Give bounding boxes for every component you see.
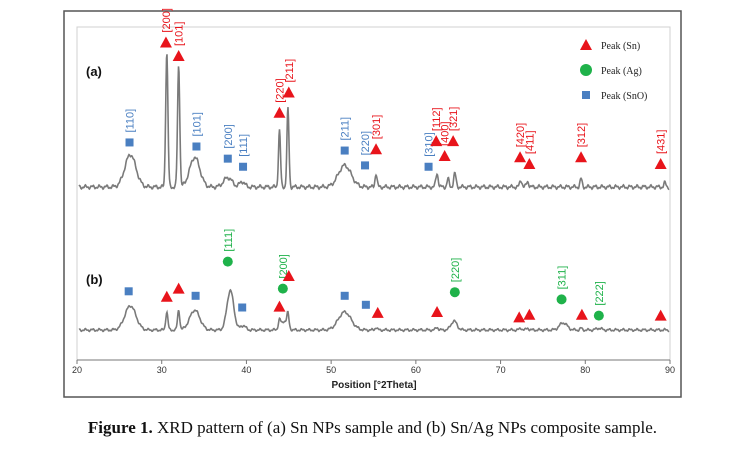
x-tick-label: 60 — [411, 365, 421, 375]
peak-marker-sno — [424, 162, 433, 171]
x-tick-label: 50 — [326, 365, 336, 375]
peak-marker-sn — [438, 149, 451, 161]
miller-index-label: [420] — [515, 123, 527, 147]
x-tick-label: 80 — [580, 365, 590, 375]
miller-index-label: [200] — [161, 8, 173, 32]
peak-marker-sn — [282, 86, 295, 98]
peak-marker-sno — [238, 303, 247, 312]
miller-index-label: [411] — [524, 130, 536, 154]
miller-index-label: [101] — [191, 112, 203, 136]
legend-marker-circle — [580, 64, 592, 76]
miller-index-label: [321] — [448, 107, 460, 131]
peak-marker-sn — [514, 151, 527, 163]
peak-marker-sn — [160, 290, 173, 302]
peak-marker-sn — [523, 158, 536, 170]
peak-marker-sn — [523, 308, 536, 320]
caption-text: XRD pattern of (a) Sn NPs sample and (b)… — [157, 418, 658, 437]
peak-marker-sn — [575, 151, 588, 163]
miller-index-label: [220] — [450, 258, 462, 282]
peak-marker-sno — [124, 287, 133, 296]
x-tick-label: 20 — [72, 365, 82, 375]
miller-index-label: [312] — [576, 123, 588, 147]
peak-marker-ag — [449, 287, 460, 298]
peak-marker-sn — [575, 308, 588, 320]
peak-marker-sn — [654, 309, 667, 321]
x-tick-label: 70 — [496, 365, 506, 375]
miller-index-label: [311] — [557, 266, 569, 290]
miller-index-label: [111] — [223, 229, 235, 252]
peak-marker-sno — [125, 138, 134, 147]
legend: Peak (Sn) Peak (Ag) Peak (SnO) — [580, 39, 647, 102]
legend-label: Peak (Ag) — [601, 66, 642, 77]
miller-index-label: [400] — [440, 121, 452, 145]
plot-area — [76, 26, 671, 361]
miller-index-label: [112] — [431, 107, 443, 131]
legend-label: Peak (Sn) — [601, 41, 640, 52]
peak-marker-sn — [282, 270, 295, 281]
miller-index-label: [220] — [360, 131, 372, 155]
peak-marker-ag — [593, 310, 604, 321]
peak-marker-sn — [513, 311, 526, 323]
x-tick-label: 30 — [157, 365, 167, 375]
legend-label: Peak (SnO) — [601, 91, 647, 102]
peak-marker-sn — [430, 135, 443, 147]
peak-marker-sno — [340, 146, 349, 155]
legend-marker-triangle — [580, 39, 592, 50]
miller-index-label: [101] — [174, 22, 186, 46]
peak-marker-sn — [172, 282, 185, 294]
peak-marker-sno — [191, 291, 200, 300]
panel-label-b: (b) — [86, 272, 103, 287]
peak-marker-ag — [277, 283, 288, 294]
x-tick-label: 40 — [241, 365, 251, 375]
peak-marker-sno — [361, 300, 370, 309]
miller-index-label: [200] — [278, 254, 290, 278]
caption-label: Figure 1. — [87, 418, 153, 437]
peak-marker-sn — [273, 300, 286, 312]
panel-label-a: (a) — [86, 64, 102, 79]
legend-marker-square — [582, 91, 590, 99]
miller-index-label: [222] — [594, 281, 606, 305]
peak-marker-sn — [159, 36, 172, 48]
peak-marker-sn — [431, 306, 444, 317]
miller-index-label: [200] — [223, 124, 235, 148]
peak-marker-sno — [361, 161, 370, 170]
miller-index-label: [431] — [656, 130, 668, 154]
figure-caption: Figure 1. XRD pattern of (a) Sn NPs samp… — [0, 418, 745, 438]
miller-index-label: [310] — [424, 132, 436, 156]
miller-index-label: [211] — [284, 59, 296, 83]
peak-marker-sn — [172, 50, 185, 62]
peak-marker-sno — [239, 162, 248, 171]
peak-marker-sn — [273, 106, 286, 118]
peak-marker-sn — [370, 143, 383, 155]
peak-marker-ag — [556, 294, 567, 305]
trace-b — [78, 288, 670, 333]
trace-a — [78, 54, 670, 191]
x-axis: 20 30 40 50 60 70 80 90 — [72, 359, 675, 375]
x-axis-label: Position [°2Theta] — [331, 380, 416, 391]
peak-marker-sno — [223, 154, 232, 163]
peak-marker-ag — [222, 256, 233, 267]
peak-marker-sn — [447, 135, 460, 147]
traces-layer — [78, 54, 670, 333]
miller-index-label: [211] — [340, 117, 352, 141]
x-tick-label: 90 — [665, 365, 675, 375]
peak-marker-sno — [192, 142, 201, 151]
peak-marker-sn — [654, 158, 667, 170]
peak-marker-sno — [340, 291, 349, 300]
miller-index-label: [110] — [125, 109, 137, 133]
markers-layer: [110][200][101][101] [200] [111][220][211]… — [124, 8, 668, 323]
miller-index-label: [301] — [371, 115, 383, 139]
miller-index-label: [111] — [238, 134, 250, 157]
peak-marker-sn — [371, 306, 384, 318]
